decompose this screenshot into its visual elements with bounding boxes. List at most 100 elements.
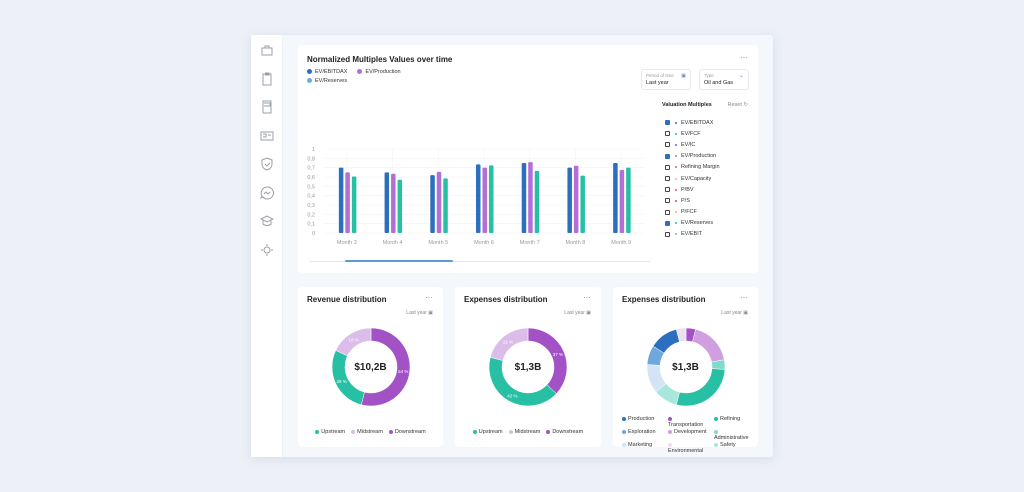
legend-label: Transportation	[668, 422, 704, 428]
legend-item[interactable]: Upstream	[315, 429, 345, 435]
legend-label: Development	[674, 429, 707, 435]
legend-item[interactable]: Administrative	[714, 429, 754, 441]
checkbox[interactable]	[665, 131, 670, 137]
more-options-button[interactable]: ···	[740, 293, 748, 302]
clipboard-icon[interactable]	[260, 72, 274, 86]
bar[interactable]	[482, 167, 488, 233]
checkbox[interactable]	[665, 164, 670, 170]
legend-item[interactable]: Midstream	[508, 429, 541, 435]
valuation-item[interactable]: P/S	[662, 195, 752, 206]
legend-item[interactable]: Exploration	[622, 429, 662, 441]
y-tick-label: 0,2	[307, 212, 315, 218]
reset-button[interactable]: Reset ↻	[727, 102, 748, 108]
legend-item[interactable]: EV/EBITDAX	[307, 69, 347, 75]
checkbox[interactable]	[665, 209, 670, 215]
valuation-item[interactable]: P/FCF	[662, 207, 752, 218]
bar[interactable]	[397, 179, 403, 233]
legend-item[interactable]: Transportation	[668, 416, 708, 428]
valuation-item[interactable]: EV/Reserves	[662, 218, 752, 229]
chat-icon[interactable]	[260, 185, 274, 200]
period-text: Last year	[721, 310, 742, 316]
shield-check-icon[interactable]	[260, 157, 274, 171]
donut-slice[interactable]	[331, 350, 365, 406]
period-text: Last year	[564, 310, 585, 316]
type-value: Oil and Gas	[704, 80, 734, 86]
legend-item[interactable]: Refining	[714, 416, 754, 428]
checkbox[interactable]	[665, 220, 670, 226]
period-label[interactable]: Last year ▣	[564, 310, 591, 316]
more-options-button[interactable]: ···	[583, 293, 591, 302]
checkbox[interactable]	[665, 231, 670, 237]
donut-slice[interactable]	[489, 327, 529, 361]
legend-item[interactable]: Upstream	[472, 429, 503, 435]
type-select[interactable]: Type Oil and Gas ⌄	[699, 69, 749, 90]
donut-slice[interactable]	[675, 368, 725, 407]
bar[interactable]	[619, 170, 625, 233]
legend-item[interactable]: EV/Production	[357, 69, 401, 75]
calendar-icon: ▣	[586, 310, 591, 316]
legend-item[interactable]: Development	[668, 429, 708, 441]
donut-slice[interactable]	[675, 327, 686, 343]
bar[interactable]	[573, 165, 579, 233]
bar[interactable]	[391, 173, 396, 233]
period-label[interactable]: Last year ▣	[721, 310, 748, 316]
legend-label: Midstream	[514, 429, 541, 435]
checkbox[interactable]	[665, 120, 670, 126]
more-options-button[interactable]: ···	[425, 293, 433, 302]
legend-swatch	[315, 429, 320, 434]
checkbox[interactable]	[665, 176, 670, 182]
bar[interactable]	[476, 164, 481, 233]
bar[interactable]	[436, 171, 442, 233]
valuation-item[interactable]: EV/Capacity	[662, 173, 752, 184]
legend-swatch	[714, 429, 718, 434]
valuation-item[interactable]: EV/EBIT	[662, 229, 752, 240]
bar[interactable]	[580, 175, 585, 233]
period-label[interactable]: Last year ▣	[406, 310, 433, 316]
briefcase-icon[interactable]	[260, 43, 274, 57]
valuation-item[interactable]: EV/Production	[662, 151, 752, 162]
horizontal-scrollbar[interactable]	[310, 260, 650, 262]
valuation-item[interactable]: EV/FCF	[662, 128, 752, 139]
legend-item[interactable]: Environmental	[668, 442, 708, 454]
checkbox[interactable]	[665, 187, 670, 193]
valuation-item[interactable]: EV/EBITDAX	[662, 117, 752, 128]
scrollbar-thumb[interactable]	[345, 260, 453, 262]
bar[interactable]	[338, 167, 344, 233]
checkbox[interactable]	[665, 142, 670, 148]
bar[interactable]	[567, 167, 572, 233]
bar[interactable]	[345, 172, 350, 233]
settings-icon[interactable]	[260, 243, 274, 257]
color-bullet	[675, 222, 677, 225]
bar[interactable]	[430, 175, 435, 233]
valuation-item[interactable]: Refining Margin	[662, 162, 752, 173]
bar[interactable]	[521, 163, 527, 233]
donut-slice[interactable]	[691, 328, 725, 363]
legend-item[interactable]: Downstream	[546, 429, 583, 435]
checkbox[interactable]	[665, 198, 670, 204]
calculator-icon[interactable]	[260, 100, 274, 114]
valuation-item[interactable]: EV/IC	[662, 139, 752, 150]
bar[interactable]	[384, 172, 390, 233]
more-options-button[interactable]: ···	[740, 53, 748, 62]
checkbox[interactable]	[665, 153, 670, 159]
legend-item[interactable]: Marketing	[622, 442, 662, 454]
bar[interactable]	[528, 162, 533, 233]
bar[interactable]	[443, 178, 448, 233]
bar[interactable]	[351, 176, 357, 233]
donut-slice[interactable]	[527, 327, 568, 395]
legend-item[interactable]: EV/Reserves	[307, 78, 407, 84]
id-card-icon[interactable]	[260, 129, 274, 143]
bar[interactable]	[613, 163, 618, 233]
bar[interactable]	[626, 167, 631, 233]
donut-slice[interactable]	[360, 327, 410, 407]
legend-item[interactable]: Downstream	[388, 429, 426, 435]
valuation-item[interactable]: P/BV	[662, 184, 752, 195]
legend-item[interactable]: Production	[622, 416, 662, 428]
period-select[interactable]: Period of time Last year ▣	[641, 69, 691, 90]
legend-item[interactable]: Midstream	[351, 429, 383, 435]
bar[interactable]	[534, 170, 540, 233]
graduation-cap-icon[interactable]	[260, 214, 274, 228]
legend-item[interactable]: Safety	[714, 442, 754, 454]
donut-slice[interactable]	[334, 327, 371, 357]
bar[interactable]	[489, 165, 494, 233]
